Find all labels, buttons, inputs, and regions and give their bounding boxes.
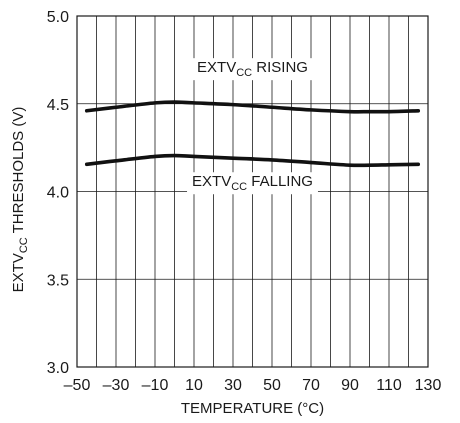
y-tick-label: 5.0 xyxy=(47,9,69,26)
x-tick-label: –30 xyxy=(103,377,130,394)
series-label-text: EXTVCC RISING xyxy=(197,59,308,79)
y-axis-label-sub: CC xyxy=(18,237,30,253)
series-label-sub: CC xyxy=(231,181,247,193)
y-axis-label-main: EXTV xyxy=(10,253,27,292)
x-tick-label: 10 xyxy=(185,377,203,394)
x-tick-label: –50 xyxy=(64,377,91,394)
series-label-sub: CC xyxy=(236,67,252,79)
y-tick-label: 3.0 xyxy=(47,360,69,377)
x-tick-label: –10 xyxy=(142,377,169,394)
x-tick-label: 30 xyxy=(224,377,242,394)
x-tick-label: 130 xyxy=(415,377,442,394)
x-tick-label: 70 xyxy=(302,377,320,394)
label-background xyxy=(192,58,313,81)
x-axis-label: TEMPERATURE (°C) xyxy=(181,400,324,417)
series-lines xyxy=(84,100,421,168)
series-label-text: EXTVCC FALLING xyxy=(192,173,313,193)
series-label-main: EXTV xyxy=(197,59,236,76)
x-tick-label: 90 xyxy=(341,377,359,394)
y-tick-label: 4.0 xyxy=(47,185,69,202)
series-label-main: EXTV xyxy=(192,173,231,190)
y-tick-label: 4.5 xyxy=(47,97,69,114)
series-label-rest: FALLING xyxy=(247,173,313,190)
y-tick-labels: 3.0 3.5 4.0 4.5 5.0 xyxy=(47,9,69,377)
y-axis-label: EXTVCC THRESHOLDS (V) xyxy=(10,107,30,293)
series-line-rising xyxy=(84,100,421,114)
plot-frame xyxy=(76,15,429,368)
y-axis-label-rest: THRESHOLDS (V) xyxy=(10,107,27,238)
x-tick-label: 50 xyxy=(263,377,281,394)
series-label-rising: EXTVCC RISING xyxy=(192,58,313,81)
x-tick-labels: –50 –30 –10 10 30 50 70 90 110 130 xyxy=(64,377,442,394)
series-line-falling xyxy=(84,153,421,168)
label-background xyxy=(187,172,318,195)
series-label-rest: RISING xyxy=(252,59,308,76)
x-tick-label: 110 xyxy=(376,377,402,394)
y-tick-label: 3.5 xyxy=(47,272,69,289)
series-label-falling: EXTVCC FALLING xyxy=(187,172,318,195)
